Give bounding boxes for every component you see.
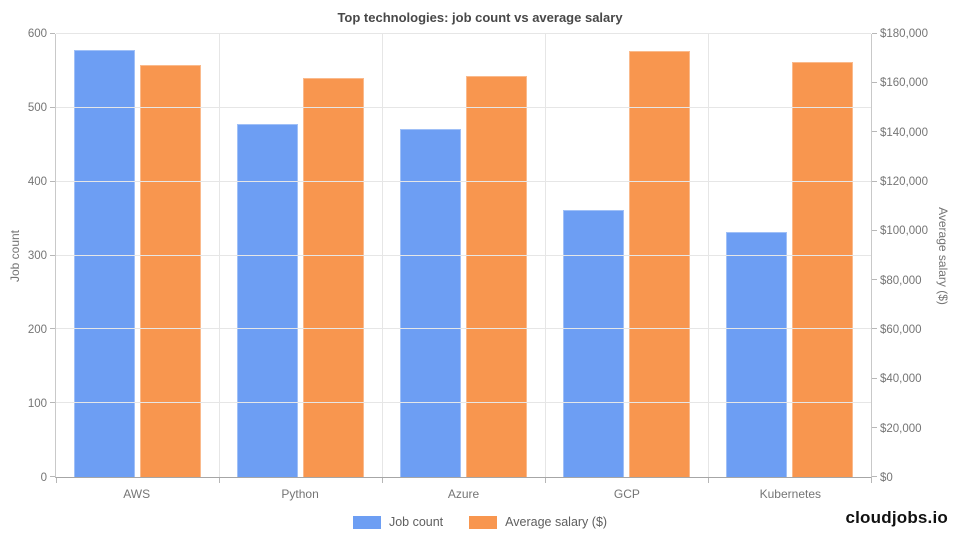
gridline bbox=[56, 33, 871, 34]
right-tick-label: $40,000 bbox=[880, 373, 922, 386]
axis-tick bbox=[872, 180, 877, 182]
axis-tick bbox=[872, 328, 877, 330]
axis-tick bbox=[219, 478, 220, 483]
chart-title: Top technologies: job count vs average s… bbox=[337, 10, 623, 25]
axis-tick bbox=[871, 478, 872, 483]
axis-tick bbox=[50, 33, 55, 34]
bar-group-gcp bbox=[545, 34, 708, 477]
bar-group-python bbox=[219, 34, 382, 477]
axis-tick bbox=[56, 478, 57, 483]
bar-job-count-aws[interactable] bbox=[74, 50, 135, 477]
legend-item-job-count[interactable]: Job count bbox=[352, 515, 444, 529]
right-tick-label: $60,000 bbox=[880, 324, 922, 337]
legend-label: Average salary ($) bbox=[505, 515, 608, 529]
left-tick-label: 500 bbox=[27, 102, 47, 114]
legend-label: Job count bbox=[388, 515, 444, 529]
bar-job-count-python[interactable] bbox=[237, 124, 298, 477]
left-tick-label: 200 bbox=[27, 324, 47, 337]
left-tick-label: 0 bbox=[40, 472, 47, 484]
gridline bbox=[56, 254, 871, 256]
x-axis-category-labels: AWS Python Azure GCP Kubernetes bbox=[55, 487, 872, 501]
axis-tick bbox=[50, 476, 55, 477]
bar-average-salary-azure[interactable] bbox=[466, 75, 527, 477]
gridline bbox=[708, 34, 709, 477]
legend-item-average-salary[interactable]: Average salary ($) bbox=[469, 515, 607, 529]
legend-swatch bbox=[352, 515, 381, 529]
gridline bbox=[56, 402, 871, 404]
right-tick-label: $120,000 bbox=[880, 176, 928, 189]
axis-tick bbox=[872, 229, 877, 231]
bar-group-azure bbox=[382, 34, 545, 477]
bar-group-aws bbox=[56, 34, 219, 477]
left-tick-label: 100 bbox=[27, 398, 47, 411]
x-category-label: GCP bbox=[613, 487, 640, 501]
right-axis-tick-labels: $0 $20,000 $40,000 $60,000 $80,000 $100,000 $1… bbox=[880, 28, 958, 484]
x-category-label: Azure bbox=[447, 487, 480, 501]
bar-job-count-gcp[interactable] bbox=[563, 209, 624, 477]
axis-tick bbox=[545, 478, 546, 483]
bar-average-salary-gcp[interactable] bbox=[629, 51, 690, 477]
axis-tick bbox=[872, 476, 877, 477]
axis-tick bbox=[50, 180, 55, 182]
axis-tick bbox=[50, 402, 55, 404]
bars-layer bbox=[56, 34, 871, 477]
axis-tick bbox=[872, 131, 877, 133]
axis-tick bbox=[50, 254, 55, 256]
left-tick-label: 300 bbox=[27, 250, 47, 262]
bar-job-count-azure[interactable] bbox=[400, 129, 461, 477]
right-tick-label: $20,000 bbox=[880, 422, 922, 435]
plot-area bbox=[50, 33, 877, 483]
right-tick-label: $100,000 bbox=[880, 225, 928, 238]
bar-job-count-kubernetes[interactable] bbox=[726, 231, 787, 477]
axis-tick bbox=[382, 478, 383, 483]
axis-tick bbox=[872, 377, 877, 379]
x-category-label: Python bbox=[281, 487, 319, 501]
axis-tick bbox=[708, 478, 709, 483]
legend: Job count Average salary ($) bbox=[0, 510, 960, 534]
axis-tick bbox=[50, 328, 55, 330]
gridline bbox=[545, 34, 546, 477]
legend-swatch bbox=[469, 515, 498, 529]
x-category-label: Kubernetes bbox=[759, 487, 822, 501]
left-tick-label: 400 bbox=[27, 176, 47, 189]
axis-tick bbox=[872, 279, 877, 281]
right-tick-label: $160,000 bbox=[880, 77, 928, 90]
right-tick-label: $0 bbox=[880, 472, 893, 484]
axis-tick bbox=[872, 82, 877, 84]
gridline bbox=[56, 180, 871, 182]
left-tick-label: 600 bbox=[27, 28, 47, 40]
axis-tick bbox=[872, 426, 877, 428]
left-axis-tick-labels: 0 100 200 300 400 500 600 bbox=[0, 28, 47, 484]
bar-group-kubernetes bbox=[708, 34, 871, 477]
right-tick-label: $80,000 bbox=[880, 274, 922, 287]
gridline bbox=[382, 34, 383, 477]
bar-average-salary-kubernetes[interactable] bbox=[792, 62, 853, 477]
gridline bbox=[219, 34, 220, 477]
axis-tick bbox=[872, 33, 877, 34]
bar-average-salary-aws[interactable] bbox=[140, 64, 201, 477]
gridline bbox=[56, 328, 871, 330]
gridline bbox=[56, 106, 871, 108]
site-logo-text: cloudjobs.io bbox=[845, 508, 948, 527]
x-category-label: AWS bbox=[123, 487, 151, 501]
right-tick-label: $180,000 bbox=[880, 28, 928, 40]
axis-tick bbox=[50, 106, 55, 108]
bar-average-salary-python[interactable] bbox=[303, 78, 364, 477]
right-tick-label: $140,000 bbox=[880, 126, 928, 139]
